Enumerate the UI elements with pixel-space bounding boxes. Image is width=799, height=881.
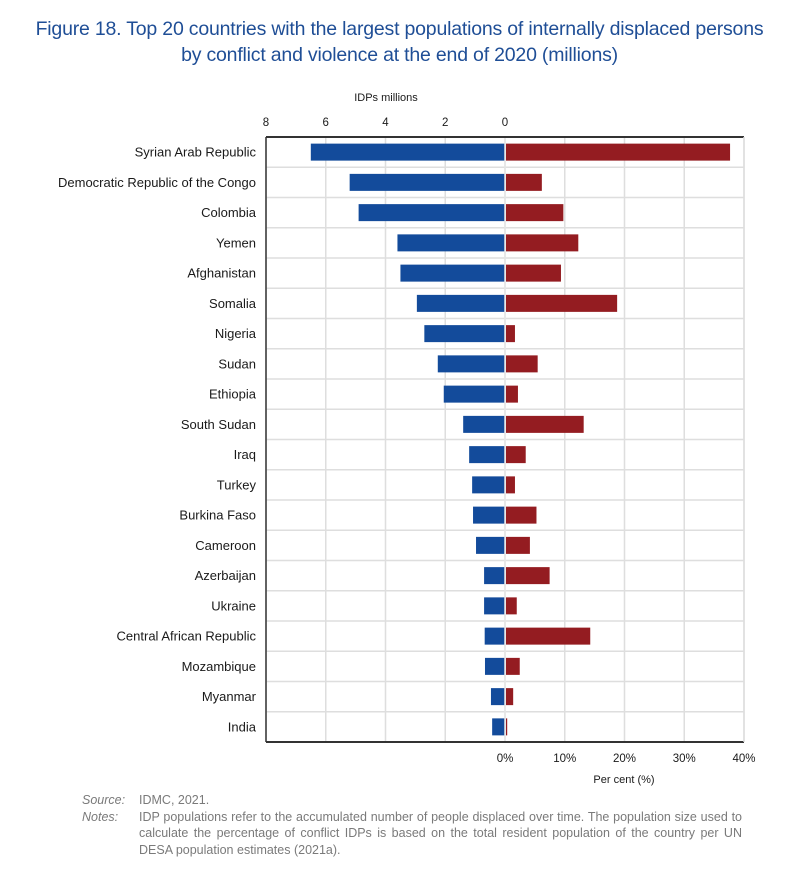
notes-row: Notes: IDP populations refer to the accu… bbox=[82, 809, 742, 859]
bar-idp-millions bbox=[484, 657, 505, 675]
bar-idp-millions bbox=[424, 325, 505, 343]
bar-percent bbox=[506, 567, 550, 585]
category-label: South Sudan bbox=[181, 417, 256, 432]
top-axis-tick-label: 4 bbox=[382, 117, 389, 129]
bar-idp-millions bbox=[397, 234, 505, 252]
bar-percent bbox=[506, 294, 618, 312]
category-label: Sudan bbox=[218, 356, 256, 371]
bar-percent bbox=[506, 627, 591, 645]
top-axis-ticks: 8 6 4 2 0 bbox=[263, 117, 508, 129]
category-label: Central African Republic bbox=[117, 629, 257, 644]
bar-percent bbox=[506, 385, 518, 403]
figure-footer: Source: IDMC, 2021. Notes: IDP populatio… bbox=[82, 792, 742, 858]
bar-percent bbox=[506, 536, 530, 554]
source-row: Source: IDMC, 2021. bbox=[82, 792, 742, 809]
bar-percent bbox=[506, 204, 564, 222]
bar-percent bbox=[506, 143, 731, 161]
bottom-axis-tick-label: 20% bbox=[613, 753, 636, 765]
bar-percent bbox=[506, 355, 538, 373]
figure-title-line-1: Figure 18. Top 20 countries with the lar… bbox=[35, 18, 764, 40]
category-label: Mozambique bbox=[182, 659, 256, 674]
percent-bars bbox=[506, 143, 731, 736]
bar-idp-millions bbox=[476, 536, 505, 554]
category-label: Myanmar bbox=[202, 689, 257, 704]
top-axis-title: IDPs millions bbox=[354, 92, 418, 104]
bar-percent bbox=[506, 476, 515, 494]
category-label: Syrian Arab Republic bbox=[135, 145, 257, 160]
bar-idp-millions bbox=[492, 718, 505, 736]
bar-idp-millions bbox=[310, 143, 505, 161]
category-label: Democratic Republic of the Congo bbox=[58, 175, 256, 190]
bar-percent bbox=[506, 657, 520, 675]
category-label: Iraq bbox=[234, 447, 256, 462]
bar-idp-millions bbox=[349, 173, 505, 191]
category-label: Cameroon bbox=[195, 538, 256, 553]
source-key: Source: bbox=[82, 793, 126, 807]
top-axis-tick-label: 6 bbox=[323, 117, 329, 129]
category-label: Yemen bbox=[216, 235, 256, 250]
bar-idp-millions bbox=[469, 446, 505, 464]
bottom-axis-tick-label: 40% bbox=[732, 753, 755, 765]
bar-percent bbox=[506, 688, 514, 706]
bar-percent bbox=[506, 446, 526, 464]
bar-percent bbox=[506, 173, 542, 191]
bar-idp-millions bbox=[484, 597, 505, 615]
bar-idp-millions bbox=[443, 385, 505, 403]
category-label: Afghanistan bbox=[187, 266, 256, 281]
category-label: Burkina Faso bbox=[179, 508, 256, 523]
category-label: Colombia bbox=[201, 205, 257, 220]
bottom-axis-tick-label: 10% bbox=[553, 753, 576, 765]
bar-percent bbox=[506, 597, 517, 615]
bar-idp-millions bbox=[358, 204, 505, 222]
bottom-axis-ticks: 0% 10% 20% 30% 40% bbox=[497, 753, 756, 765]
category-label: Nigeria bbox=[215, 326, 257, 341]
bar-idp-millions bbox=[400, 264, 505, 282]
plot-frame bbox=[265, 136, 745, 743]
category-label: India bbox=[228, 719, 257, 734]
bar-idp-millions bbox=[473, 506, 505, 524]
bar-percent bbox=[506, 506, 537, 524]
bar-percent bbox=[506, 718, 508, 736]
notes-key: Notes: bbox=[82, 809, 119, 824]
source-value: IDMC, 2021. bbox=[139, 793, 210, 807]
bottom-axis-tick-label: 0% bbox=[497, 753, 514, 765]
category-label: Azerbaijan bbox=[195, 568, 256, 583]
figure-title-line-2: by conflict and violence at the end of 2… bbox=[181, 44, 618, 66]
chart-canvas: IDPs millions Per cent (%) Syrian Arab R… bbox=[58, 92, 756, 786]
category-label: Ukraine bbox=[211, 598, 256, 613]
bar-percent bbox=[506, 264, 561, 282]
idp-millions-bars bbox=[310, 143, 505, 736]
top-axis-tick-label: 2 bbox=[442, 117, 448, 129]
bar-idp-millions bbox=[484, 567, 505, 585]
bar-percent bbox=[506, 234, 579, 252]
figure-title: Figure 18. Top 20 countries with the lar… bbox=[0, 16, 799, 68]
top-axis-tick-label: 0 bbox=[502, 117, 508, 129]
bar-idp-millions bbox=[416, 294, 505, 312]
bottom-axis-title: Per cent (%) bbox=[593, 774, 654, 786]
bar-percent bbox=[506, 415, 584, 433]
bottom-axis-tick-label: 30% bbox=[673, 753, 696, 765]
category-label: Somalia bbox=[209, 296, 257, 311]
category-label: Turkey bbox=[217, 477, 257, 492]
top-axis-tick-label: 8 bbox=[263, 117, 269, 129]
bar-idp-millions bbox=[472, 476, 505, 494]
bar-idp-millions bbox=[484, 627, 505, 645]
category-labels: Syrian Arab Republic Democratic Republic … bbox=[58, 145, 257, 735]
category-label: Ethiopia bbox=[209, 387, 257, 402]
bar-idp-millions bbox=[490, 688, 505, 706]
bar-idp-millions bbox=[463, 415, 505, 433]
bar-idp-millions bbox=[437, 355, 505, 373]
bar-percent bbox=[506, 325, 515, 343]
notes-value: IDP populations refer to the accumulated… bbox=[139, 809, 742, 857]
